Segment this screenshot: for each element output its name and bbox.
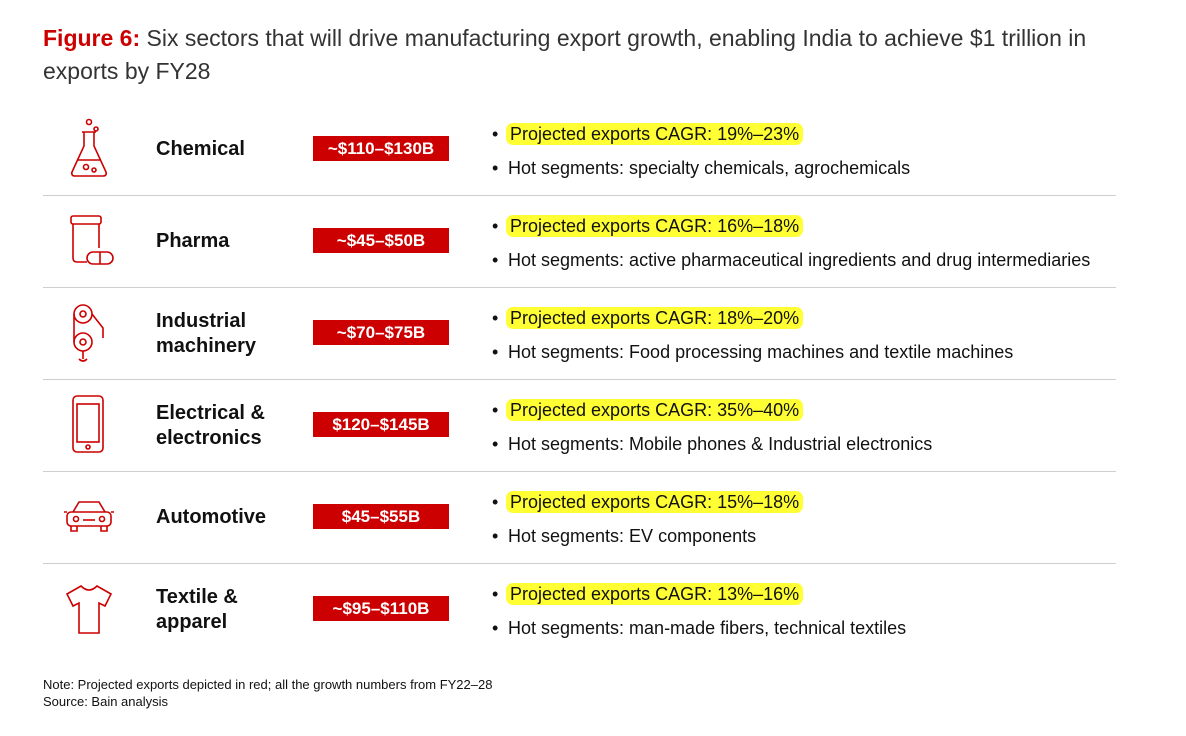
cagr-text: Projected exports CAGR: 19%–23% — [506, 123, 804, 145]
sector-details: Projected exports CAGR: 18%–20% Hot segm… — [490, 304, 1013, 372]
cagr-text: Projected exports CAGR: 18%–20% — [506, 307, 804, 329]
sector-row-automotive: Automotive $45–$55B Projected exports CA… — [43, 472, 1116, 564]
export-value-badge: ~$95–$110B — [313, 596, 449, 621]
sector-row-textile-apparel: Textile & apparel ~$95–$110B Projected e… — [43, 564, 1116, 655]
sector-details: Projected exports CAGR: 19%–23% Hot segm… — [490, 120, 910, 188]
cagr-text: Projected exports CAGR: 16%–18% — [506, 215, 804, 237]
cagr-text: Projected exports CAGR: 15%–18% — [506, 491, 804, 513]
export-value-badge: ~$70–$75B — [313, 320, 449, 345]
pill-jar-icon — [61, 210, 117, 272]
flask-icon — [61, 118, 117, 180]
sector-row-pharma: Pharma ~$45–$50B Projected exports CAGR:… — [43, 196, 1116, 288]
sector-row-electrical-electronics: Electrical & electronics $120–$145B Proj… — [43, 380, 1116, 472]
figure-title-text: Six sectors that will drive manufacturin… — [43, 25, 1087, 84]
cagr-text: Projected exports CAGR: 35%–40% — [506, 399, 804, 421]
export-value-badge: ~$45–$50B — [313, 228, 449, 253]
sector-name: Automotive — [156, 506, 266, 528]
sector-name: Industrial machinery — [156, 309, 257, 357]
source-text: Source: Bain analysis — [43, 694, 169, 709]
segments-text: Hot segments: man-made fibers, technical… — [508, 618, 907, 638]
sector-row-industrial-machinery: Industrial machinery ~$70–$75B Projected… — [43, 288, 1116, 380]
note-text: Note: Projected exports depicted in red;… — [43, 677, 493, 692]
sector-details: Projected exports CAGR: 35%–40% Hot segm… — [490, 396, 932, 464]
segments-text: Hot segments: active pharmaceutical ingr… — [508, 250, 1091, 270]
figure-label: Figure 6: — [43, 25, 141, 51]
sector-details: Projected exports CAGR: 13%–16% Hot segm… — [490, 580, 906, 648]
sector-table: Chemical ~$110–$130B Projected exports C… — [43, 104, 1116, 655]
sector-name: Electrical & electronics — [156, 401, 265, 449]
cagr-text: Projected exports CAGR: 13%–16% — [506, 583, 804, 605]
export-value-badge: ~$110–$130B — [313, 136, 449, 161]
segments-text: Hot segments: Mobile phones & Industrial… — [508, 434, 933, 454]
footnote: Note: Projected exports depicted in red;… — [43, 676, 492, 710]
segments-text: Hot segments: EV components — [508, 526, 757, 546]
tshirt-icon — [61, 578, 117, 640]
figure-title: Figure 6: Six sectors that will drive ma… — [43, 22, 1143, 88]
export-value-badge: $45–$55B — [313, 504, 449, 529]
sector-name: Chemical — [156, 138, 245, 160]
sector-name: Textile & apparel — [156, 585, 238, 633]
car-icon — [61, 486, 117, 548]
segments-text: Hot segments: specialty chemicals, agroc… — [508, 158, 911, 178]
phone-icon — [61, 394, 117, 456]
sector-details: Projected exports CAGR: 15%–18% Hot segm… — [490, 488, 804, 556]
gears-icon — [61, 302, 117, 364]
sector-name: Pharma — [156, 230, 230, 252]
sector-row-chemical: Chemical ~$110–$130B Projected exports C… — [43, 104, 1116, 196]
export-value-badge: $120–$145B — [313, 412, 449, 437]
segments-text: Hot segments: Food processing machines a… — [508, 342, 1014, 362]
sector-details: Projected exports CAGR: 16%–18% Hot segm… — [490, 212, 1090, 280]
